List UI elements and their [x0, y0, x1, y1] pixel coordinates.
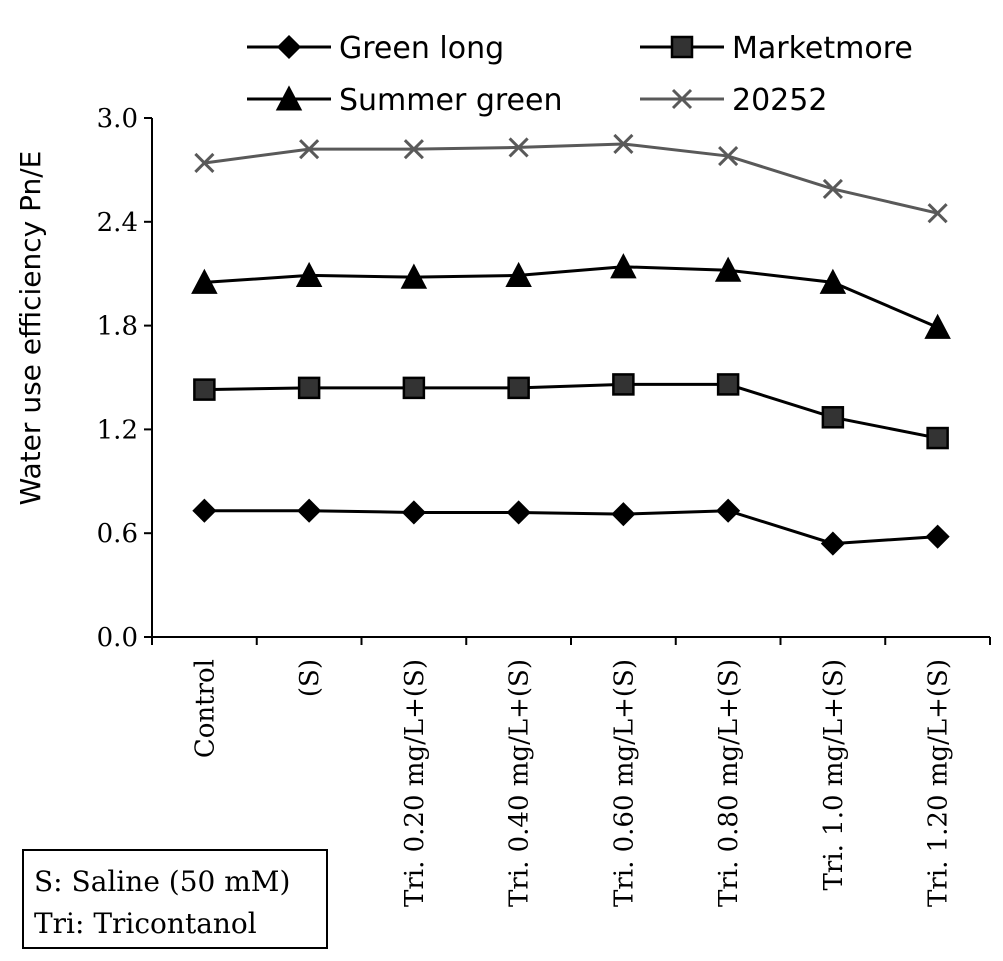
data-point	[716, 498, 741, 523]
data-point	[297, 498, 322, 523]
legend-item: Marketmore	[640, 31, 913, 66]
data-point	[508, 137, 529, 158]
data-point	[299, 139, 320, 160]
legend: Green long Marketmore Summer green 20252	[247, 31, 913, 118]
data-point	[192, 498, 217, 523]
data-point	[612, 373, 635, 396]
x-category-label: Tri. 1.0 mg/L+(S)	[819, 659, 849, 890]
data-point	[194, 152, 215, 174]
legend-marker	[276, 34, 302, 60]
y-tick-label: 0.6	[97, 519, 138, 549]
series-line	[204, 382, 938, 440]
data-point	[714, 256, 742, 282]
series-summer-green	[191, 253, 951, 339]
x-category-label: Control	[190, 659, 220, 758]
abbreviation-note: S: Saline (50 mM) Tri: Tricontanol	[22, 849, 328, 949]
data-point	[505, 261, 532, 287]
legend-marker	[275, 85, 303, 111]
data-point	[925, 524, 950, 549]
legend-marker	[670, 35, 694, 59]
y-axis-title: Water use efficiency Pn/E	[14, 151, 47, 506]
data-point	[295, 261, 323, 287]
x-category-label: Tri. 0.80 mg/L+(S)	[714, 659, 744, 907]
legend-item: Summer green	[247, 83, 562, 118]
x-category-label: Tri. 0.60 mg/L+(S)	[609, 659, 639, 907]
legend-label: Marketmore	[732, 31, 913, 66]
y-tick-label: 3.0	[97, 104, 138, 134]
x-axis: Control (S) Tri. 0.20 mg/L+(S) Tri. 0.40 mg…	[151, 636, 991, 907]
y-axis: 0.0 0.6 1.2 1.8 2.4 3.0	[97, 104, 153, 653]
data-point	[926, 426, 949, 450]
legend-label: Green long	[339, 31, 504, 66]
legend-item: Green long	[247, 31, 504, 66]
note-line-tricontanol: Tri: Tricontanol	[34, 907, 257, 940]
data-point	[402, 376, 426, 400]
x-category-label: Tri. 0.20 mg/L+(S)	[400, 659, 430, 907]
y-tick-label: 1.2	[97, 415, 138, 445]
data-point	[191, 268, 218, 294]
data-point	[716, 373, 740, 396]
series-line	[204, 142, 938, 215]
data-point	[924, 313, 951, 339]
data-point	[506, 500, 531, 525]
y-tick-label: 2.4	[97, 208, 138, 238]
legend-item: 20252	[640, 83, 827, 118]
note-line-saline: S: Saline (50 mM)	[34, 865, 291, 898]
data-point	[610, 253, 637, 279]
series-layer	[191, 133, 951, 556]
y-tick-label: 0.0	[97, 623, 138, 653]
x-category-label: (S)	[295, 659, 325, 697]
data-point	[820, 531, 845, 556]
legend-label: 20252	[732, 83, 827, 118]
x-category-label: Tri. 1.20 mg/L+(S)	[924, 659, 954, 907]
data-point	[401, 500, 426, 525]
y-tick-label: 1.8	[97, 312, 138, 342]
series-line	[204, 509, 938, 546]
data-point	[193, 378, 216, 401]
data-point	[611, 502, 636, 527]
series-20252	[194, 133, 948, 224]
data-point	[297, 376, 321, 400]
series-line	[204, 265, 939, 329]
data-point	[819, 268, 847, 294]
data-point	[821, 406, 845, 429]
series-marketmore	[193, 373, 949, 450]
data-point	[927, 203, 948, 224]
data-point	[400, 263, 428, 289]
x-category-label: Tri. 0.40 mg/L+(S)	[505, 659, 535, 907]
data-point	[613, 133, 634, 155]
data-point	[718, 145, 739, 167]
data-point	[507, 376, 530, 400]
legend-marker	[671, 88, 693, 110]
legend-label: Summer green	[339, 83, 562, 118]
series-green-long	[192, 498, 950, 556]
data-point	[403, 139, 424, 160]
data-point	[822, 178, 843, 199]
